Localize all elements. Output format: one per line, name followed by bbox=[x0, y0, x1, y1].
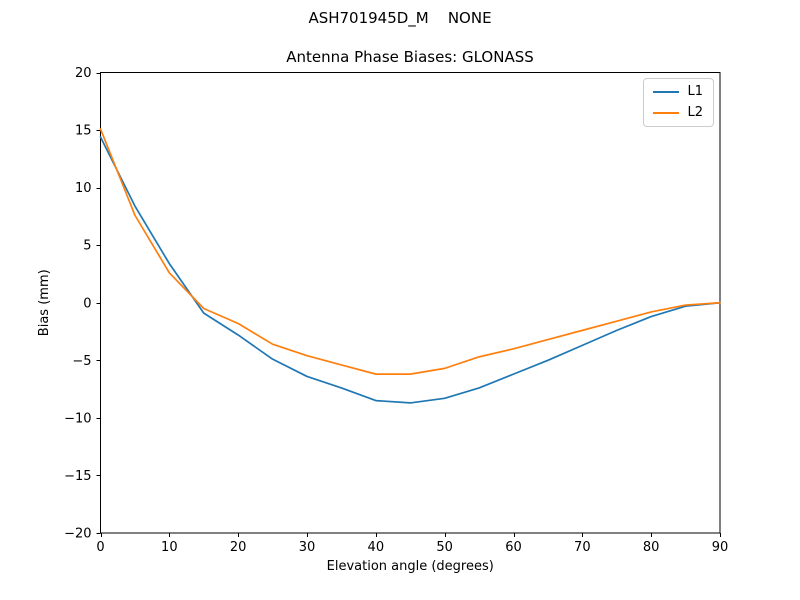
y-tick-label: −20 bbox=[64, 527, 91, 542]
legend-line-swatch bbox=[653, 112, 680, 114]
y-axis-label: Bias (mm) bbox=[37, 269, 52, 336]
legend-label: L1 bbox=[687, 84, 703, 99]
axes-frame bbox=[100, 72, 721, 534]
legend-line-swatch bbox=[653, 91, 680, 93]
y-tick-label: 20 bbox=[75, 66, 92, 81]
x-tick-label: 10 bbox=[161, 540, 178, 555]
x-tick-label: 30 bbox=[299, 540, 316, 555]
legend: L1 L2 bbox=[643, 78, 714, 127]
x-tick-label: 90 bbox=[712, 540, 729, 555]
figure-suptitle: ASH701945D_M NONE bbox=[308, 9, 492, 27]
x-axis-label: Elevation angle (degrees) bbox=[327, 559, 494, 574]
y-tick-label: −15 bbox=[64, 469, 91, 484]
y-tick-label: −10 bbox=[64, 411, 91, 426]
legend-entry-l2: L2 bbox=[653, 106, 703, 120]
axes-title: Antenna Phase Biases: GLONASS bbox=[286, 48, 534, 66]
x-tick-label: 40 bbox=[368, 540, 385, 555]
y-tick-label: 15 bbox=[75, 124, 92, 139]
legend-label: L2 bbox=[687, 105, 703, 120]
x-tick-label: 20 bbox=[230, 540, 247, 555]
y-tick-label: −5 bbox=[72, 354, 91, 369]
series-line-l1 bbox=[99, 136, 721, 404]
x-tick-label: 60 bbox=[505, 540, 522, 555]
x-tick-label: 80 bbox=[643, 540, 660, 555]
y-tick-label: 10 bbox=[75, 181, 92, 196]
x-tick-label: 70 bbox=[574, 540, 591, 555]
series-line-l2 bbox=[99, 128, 721, 375]
y-tick-label: 5 bbox=[83, 239, 91, 254]
y-tick-label: 0 bbox=[83, 296, 91, 311]
legend-entry-l1: L1 bbox=[653, 85, 703, 99]
x-tick-label: 0 bbox=[96, 540, 104, 555]
x-tick-label: 50 bbox=[436, 540, 453, 555]
